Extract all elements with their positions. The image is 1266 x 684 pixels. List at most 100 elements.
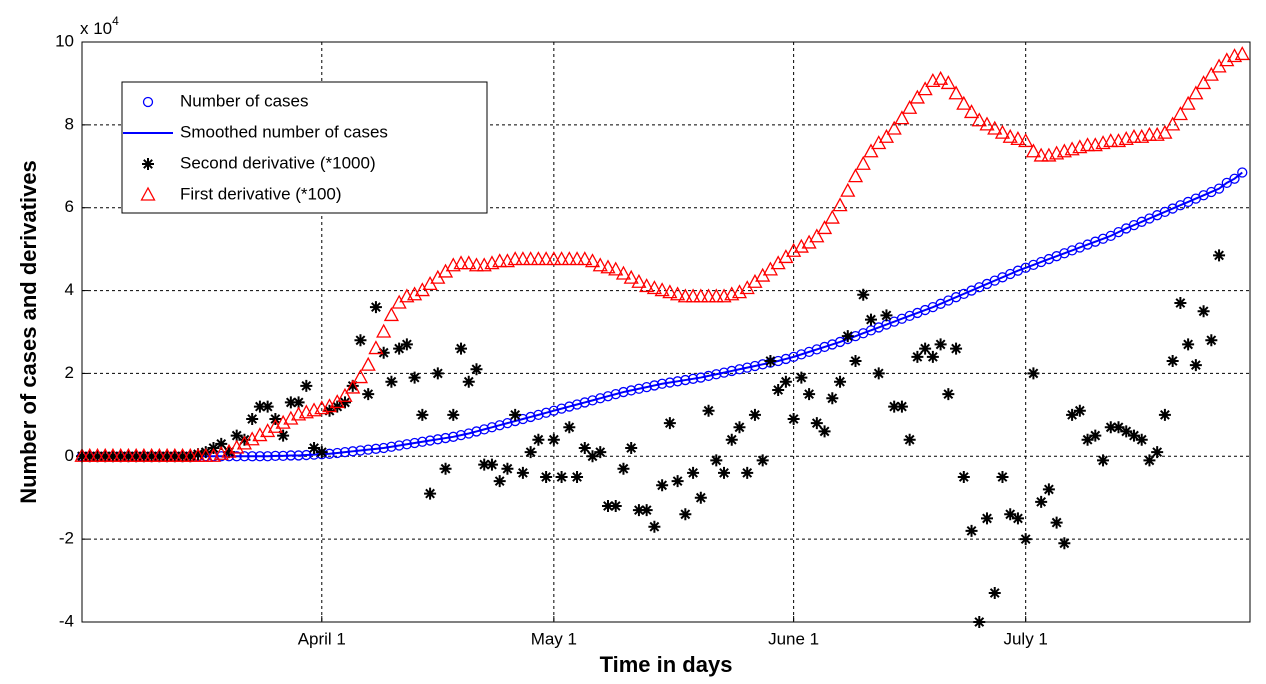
triangle-marker bbox=[631, 273, 647, 288]
star-marker bbox=[114, 450, 127, 463]
circle-marker bbox=[1213, 183, 1225, 194]
star-marker bbox=[501, 462, 514, 475]
star-marker bbox=[1189, 359, 1202, 372]
triangle-marker bbox=[97, 447, 113, 462]
y-axis-title: Number of cases and derivatives bbox=[16, 160, 41, 504]
triangle-marker bbox=[1172, 106, 1188, 121]
star-marker bbox=[253, 400, 266, 413]
triangle-marker bbox=[662, 284, 678, 299]
star-marker bbox=[733, 421, 746, 434]
triangle-marker bbox=[569, 251, 585, 266]
circle-marker bbox=[1237, 167, 1248, 178]
triangle-marker bbox=[252, 427, 268, 442]
star-marker bbox=[656, 479, 669, 492]
triangle-marker bbox=[236, 435, 253, 450]
triangle-marker bbox=[553, 251, 570, 266]
triangle-marker bbox=[731, 284, 748, 299]
triangle-marker bbox=[685, 288, 701, 303]
triangle-marker bbox=[267, 418, 283, 433]
star-marker bbox=[1097, 454, 1110, 467]
star-marker bbox=[199, 446, 212, 459]
x-tick-label: June 1 bbox=[768, 629, 819, 648]
triangle-marker bbox=[144, 447, 160, 462]
circle-marker bbox=[548, 405, 559, 416]
star-marker bbox=[416, 408, 429, 421]
triangle-marker bbox=[275, 414, 291, 429]
triangle-marker bbox=[151, 447, 167, 462]
star-marker bbox=[586, 450, 599, 463]
star-marker bbox=[323, 404, 336, 417]
star-marker bbox=[764, 355, 777, 367]
star-marker bbox=[934, 338, 947, 351]
star-marker bbox=[354, 334, 367, 347]
star-marker bbox=[1127, 429, 1140, 442]
triangle-marker bbox=[507, 251, 523, 266]
star-marker bbox=[756, 454, 769, 467]
triangle-marker bbox=[182, 447, 198, 462]
star-marker bbox=[849, 355, 862, 367]
star-marker bbox=[106, 450, 119, 463]
star-marker bbox=[246, 413, 259, 425]
triangle-marker bbox=[120, 447, 137, 462]
triangle-marker bbox=[140, 186, 156, 201]
circle-marker bbox=[486, 422, 498, 433]
triangle-marker bbox=[639, 278, 655, 293]
star-marker bbox=[122, 450, 135, 463]
star-marker bbox=[192, 448, 205, 461]
star-marker bbox=[1197, 305, 1210, 318]
circle-marker bbox=[1229, 173, 1240, 184]
triangle-marker bbox=[816, 220, 833, 235]
triangle-marker bbox=[453, 255, 469, 270]
star-marker bbox=[772, 384, 785, 396]
star-marker bbox=[362, 388, 375, 401]
star-marker bbox=[981, 512, 994, 525]
triangle-marker bbox=[221, 443, 237, 458]
star-marker bbox=[965, 524, 978, 537]
star-marker bbox=[555, 471, 568, 483]
star-marker bbox=[1182, 338, 1195, 351]
triangle-marker bbox=[283, 410, 299, 425]
star-marker bbox=[1081, 433, 1094, 446]
star-marker bbox=[571, 471, 584, 483]
star-marker bbox=[462, 375, 475, 388]
star-marker bbox=[1066, 408, 1079, 421]
triangle-marker bbox=[546, 251, 562, 266]
star-marker bbox=[540, 471, 553, 483]
star-marker bbox=[1120, 425, 1133, 438]
star-marker bbox=[687, 466, 700, 479]
triangle-marker bbox=[561, 251, 577, 266]
y-tick-label: 10 bbox=[55, 31, 74, 50]
star-marker bbox=[331, 400, 344, 413]
star-marker bbox=[455, 342, 468, 355]
star-marker bbox=[485, 458, 498, 471]
star-marker bbox=[1205, 334, 1218, 347]
y-tick-label: 6 bbox=[65, 197, 74, 216]
circle-marker bbox=[780, 353, 792, 365]
x-tick-label: April 1 bbox=[298, 629, 346, 648]
legend-box bbox=[121, 81, 488, 214]
triangle-marker bbox=[615, 265, 632, 280]
series-line bbox=[82, 171, 1243, 458]
legend: Number of cases Smoothed number of cases S… bbox=[121, 81, 488, 214]
star-marker bbox=[1112, 421, 1125, 434]
star-marker bbox=[292, 396, 305, 409]
triangle-marker bbox=[1165, 116, 1181, 131]
star-marker bbox=[447, 408, 460, 421]
star-marker bbox=[261, 400, 274, 413]
triangle-marker bbox=[468, 257, 485, 272]
star-marker bbox=[145, 450, 158, 463]
star-marker bbox=[818, 425, 831, 438]
circle-marker bbox=[571, 399, 583, 410]
triangle-marker bbox=[847, 168, 864, 183]
triangle-marker bbox=[670, 286, 686, 301]
triangle-marker bbox=[1157, 124, 1173, 139]
star-marker bbox=[1089, 429, 1102, 442]
star-marker bbox=[911, 350, 924, 363]
triangle-marker bbox=[902, 99, 918, 114]
triangle-marker bbox=[1188, 85, 1204, 100]
star-marker bbox=[810, 417, 823, 430]
star-marker bbox=[957, 471, 970, 483]
triangle-marker bbox=[229, 439, 245, 454]
star-marker bbox=[516, 466, 529, 479]
triangle-marker bbox=[376, 323, 392, 338]
